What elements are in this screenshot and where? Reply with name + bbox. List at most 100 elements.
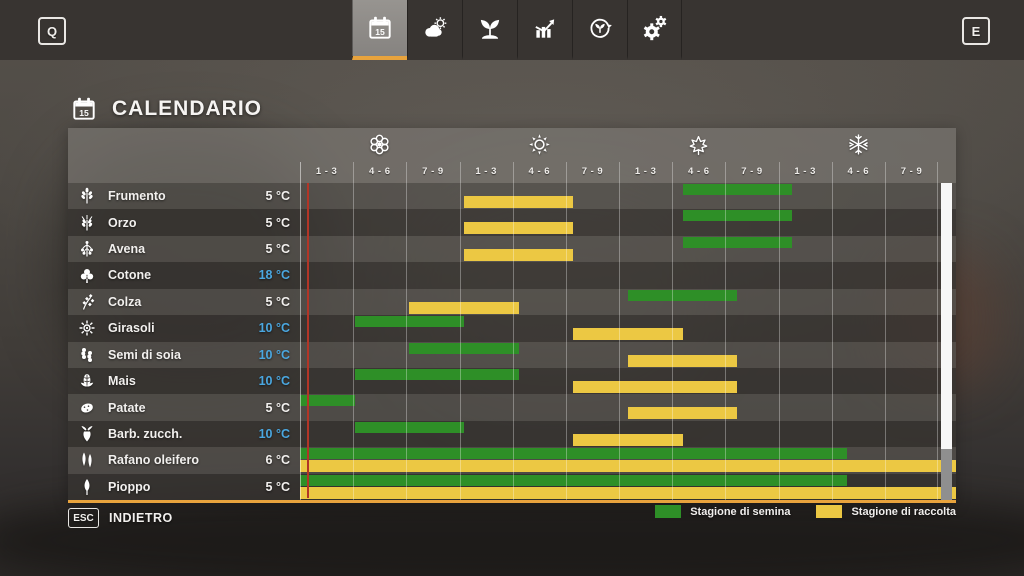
crop-row-frumento: Frumento 5 °C — [68, 183, 956, 210]
flower-icon — [370, 134, 389, 154]
sow-bar — [628, 289, 738, 301]
prev-menu-key[interactable]: Q — [38, 17, 66, 45]
crop-timeline — [300, 368, 956, 394]
period-label-7: 1 - 3 — [634, 166, 657, 177]
legend: Stagione di semina Stagione di raccolta — [68, 505, 956, 518]
crop-name-cell: Patate 5 °C — [68, 394, 300, 420]
cycle-icon — [590, 18, 612, 38]
stats-icon — [535, 19, 555, 38]
crop-name: Patate — [108, 400, 146, 415]
crop-name: Pioppo — [108, 479, 151, 494]
crop-temp: 10 °C — [258, 374, 290, 389]
crop-rows: Frumento 5 °C Orzo 5 °C Avena 5 °C Cotone 18 °C… — [68, 183, 956, 501]
svg-text:15: 15 — [79, 108, 89, 118]
crop-temp: 5 °C — [265, 215, 290, 230]
period-labels-row: 1 - 3 4 - 6 7 - 9 1 - 3 4 - 6 7 - 9 1 - 3 4 - 6… — [300, 160, 938, 183]
corn-icon — [78, 372, 96, 390]
sow-bar — [409, 342, 519, 354]
harvest-bar — [464, 196, 574, 208]
period-label-10: 1 - 3 — [794, 166, 816, 177]
poplar-icon — [78, 478, 96, 496]
calendar-panel: 1 - 3 4 - 6 7 - 9 1 - 3 4 - 6 7 - 9 1 - 3 4 - 6… — [68, 128, 956, 503]
calendar-icon: 15 — [369, 16, 391, 39]
crop-row-avena: Avena 5 °C — [68, 235, 956, 263]
crop-name: Frumento — [108, 189, 166, 204]
crop-temp: 5 °C — [265, 400, 290, 415]
sun-icon — [529, 133, 550, 155]
sow-bar — [354, 368, 519, 380]
potato-icon — [78, 399, 96, 417]
sow-bar — [354, 421, 464, 433]
period-label-5: 4 - 6 — [528, 166, 551, 177]
leaf-icon — [689, 135, 708, 155]
crop-timeline — [300, 289, 956, 315]
legend-label: Stagione di raccolta — [851, 505, 956, 518]
oat-icon — [78, 240, 96, 258]
crop-name: Avena — [108, 242, 146, 257]
period-label-12: 7 - 9 — [900, 166, 923, 177]
season-autumn — [619, 128, 779, 160]
svg-text:15: 15 — [375, 27, 385, 37]
back-key[interactable]: ESC — [68, 508, 99, 528]
season-spring — [300, 128, 460, 160]
crop-timeline — [300, 315, 956, 341]
scrollbar-thumb[interactable] — [941, 183, 952, 450]
background-blur-shape — [0, 490, 1024, 576]
crop-temp: 5 °C — [265, 242, 290, 257]
legend-item-0: Stagione di semina — [655, 505, 790, 518]
tab-rotation[interactable] — [572, 0, 627, 60]
tab-settings[interactable] — [627, 0, 682, 60]
crop-timeline — [300, 394, 956, 420]
calendar-header: 1 - 3 4 - 6 7 - 9 1 - 3 4 - 6 7 - 9 1 - 3 4 - 6… — [68, 128, 956, 183]
crop-row-orzo: Orzo 5 °C — [68, 209, 956, 236]
prev-key-label: Q — [46, 23, 58, 39]
tab-calendar[interactable]: 15 — [352, 0, 407, 60]
sow-bar — [682, 184, 792, 195]
legend-item-1: Stagione di raccolta — [816, 505, 956, 518]
crop-timeline — [300, 183, 956, 209]
sow-bar — [300, 448, 847, 460]
harvest-bar — [409, 301, 519, 314]
crop-name: Rafano oleifero — [108, 453, 199, 468]
crop-row-mais: Mais 10 °C — [68, 367, 956, 395]
crop-row-semi-di-soia: Semi di soia 10 °C — [68, 341, 956, 368]
radish-icon — [78, 451, 96, 469]
crop-temp: 6 °C — [265, 453, 290, 468]
gears-icon — [643, 15, 666, 41]
sow-bar — [300, 395, 355, 407]
harvest-bar — [573, 328, 683, 341]
crop-name-cell: Pioppo 5 °C — [68, 474, 300, 500]
crop-name-cell: Barb. zucch. 10 °C — [68, 421, 300, 447]
menu-tabs: 15 — [352, 0, 682, 60]
crop-row-barb-zucch: Barb. zucch. 10 °C — [68, 420, 956, 448]
crop-name-cell: Orzo 5 °C — [68, 209, 300, 235]
sugarbeet-icon — [78, 425, 96, 443]
weather-icon — [425, 17, 447, 37]
crop-timeline — [300, 209, 956, 235]
tab-weather[interactable] — [407, 0, 462, 60]
sow-bar — [354, 316, 464, 328]
crop-row-pioppo: Pioppo 5 °C — [68, 473, 956, 501]
footer: ESC INDIETRO — [68, 508, 173, 528]
crop-temp: 5 °C — [265, 479, 290, 494]
harvest-bar — [464, 222, 574, 235]
sow-bar — [300, 474, 847, 486]
crop-name-cell: Frumento 5 °C — [68, 183, 300, 209]
crop-name-cell: Cotone 18 °C — [68, 262, 300, 288]
scrollbar[interactable] — [941, 183, 952, 500]
top-menu-bar: Q 15 E — [0, 0, 1024, 60]
next-menu-key[interactable]: E — [962, 17, 990, 45]
crop-row-patate: Patate 5 °C — [68, 394, 956, 421]
sunflower-icon — [78, 319, 96, 337]
crop-timeline — [300, 447, 956, 473]
soybean-icon — [78, 346, 96, 364]
crop-temp: 5 °C — [265, 189, 290, 204]
tab-statistics[interactable] — [517, 0, 572, 60]
legend-swatch — [816, 505, 843, 518]
sprout-icon — [480, 19, 500, 39]
tab-plants[interactable] — [462, 0, 517, 60]
period-label-3: 7 - 9 — [422, 166, 444, 177]
next-key-label: E — [971, 23, 981, 39]
crop-name: Semi di soia — [108, 347, 181, 362]
cotton-icon — [78, 266, 96, 284]
